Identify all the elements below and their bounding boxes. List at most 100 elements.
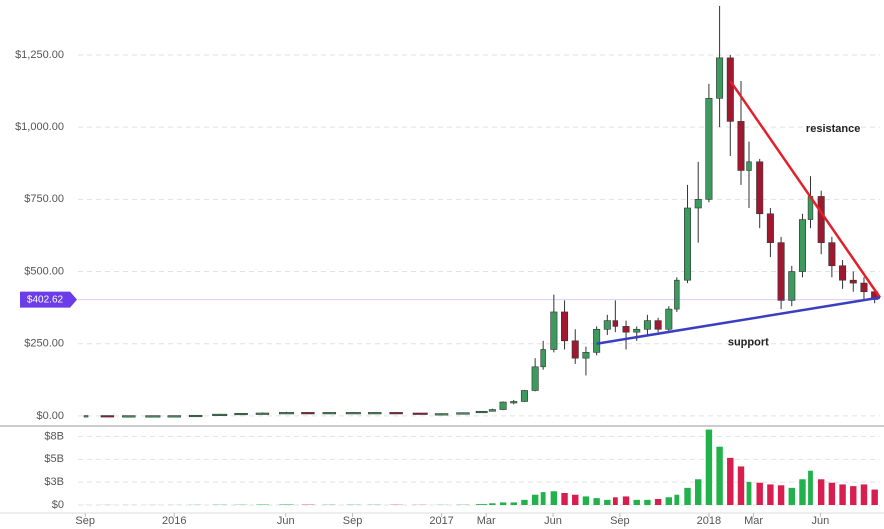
y-tick-label: $1,000.00 [15,121,64,133]
volume-bar [593,498,600,505]
candle-body [456,412,470,415]
candle-body [746,161,752,171]
x-tick-label: Jun [812,515,830,527]
x-tick-label: Jun [544,515,562,527]
candle-body [389,412,403,415]
volume-tick-label: $8B [44,430,64,442]
x-tick-label: Mar [477,515,496,527]
candle-body [412,412,428,415]
candle-body [737,121,745,171]
candle-body [603,320,611,330]
volume-bar [644,499,651,505]
candle-body [777,242,785,301]
candle-body [582,352,590,359]
annotation-label: resistance [806,123,860,135]
candle-body [100,415,115,418]
candle-body [345,412,361,415]
volume-tick-label: $3B [44,476,64,488]
trend-line [729,80,882,299]
volume-bar [695,479,702,505]
volume-bar [871,489,878,505]
last-price-label: $402.62 [27,294,64,305]
volume-bar [674,494,680,505]
candle-body [643,320,651,330]
candle-body [593,328,601,353]
candle-body [188,414,203,418]
volume-bar [561,493,568,505]
candle-body [716,57,724,99]
candle-body [550,311,558,350]
volume-bar [828,482,836,505]
candle-body [520,390,528,402]
volume-bar [510,502,517,505]
volume-bar [860,484,868,505]
annotation-label: support [728,337,769,349]
candle-body [531,366,539,391]
candle-body [255,412,270,415]
last-price-badge [20,291,77,308]
volume-bar [746,481,752,505]
volume-bar [633,499,640,505]
candle-body [839,265,847,281]
volume-bar [799,479,806,505]
x-tick-label: 2016 [162,515,186,527]
candle-body [674,279,680,310]
candle-body [475,410,488,414]
volume-bar [716,446,723,505]
volume-bar [521,499,528,505]
volume-bar [622,496,630,505]
candle-body [828,242,836,267]
candle-body [279,412,295,415]
y-tick-label: $750.00 [24,193,64,205]
volume-bar [817,479,825,505]
candle-body [654,320,662,330]
volume-bar [705,429,713,505]
volume-bar [531,494,539,505]
candle-body [705,97,713,200]
x-tick-label: Sep [610,515,630,527]
volume-tick-label: $5B [44,453,64,465]
candle-body [368,412,382,415]
candle-body [726,57,734,122]
volume-bar [767,484,774,505]
candle-body [571,340,579,359]
volume-bar [808,470,813,505]
candle-body [694,199,702,209]
y-tick-label: $500.00 [24,265,64,277]
y-tick-label: $1,250.00 [15,49,64,61]
volume-bar [489,503,496,505]
candle-body [510,401,518,404]
candle-body [766,213,774,243]
candle-body [83,415,89,418]
candle-body [540,349,546,368]
candle-body [849,279,857,284]
y-tick-label: $250.00 [24,338,64,350]
candle-body [122,415,136,418]
candle-body [612,320,619,327]
candle-body [756,161,764,215]
x-tick-label: 2018 [697,515,721,527]
volume-bar [665,497,673,505]
volume-bar [777,485,785,505]
volume-bar [499,502,507,505]
volume-bar [727,457,734,505]
candle-body [434,413,449,416]
candle-body [684,207,692,281]
volume-bar [788,487,795,505]
candle-body [212,413,228,416]
candle-body [167,415,181,418]
x-tick-label: 2017 [429,515,453,527]
candle-body [499,401,507,410]
candle-body [145,415,161,418]
volume-bar [756,482,763,505]
candle-body [633,328,641,333]
volume-bar [684,487,691,505]
volume-bar [540,492,546,505]
candle-body [322,412,337,415]
candle-body [788,271,796,301]
volume-bar [476,504,488,505]
candle-body [234,412,248,416]
candle-body [488,409,496,412]
x-tick-label: Sep [75,515,95,527]
